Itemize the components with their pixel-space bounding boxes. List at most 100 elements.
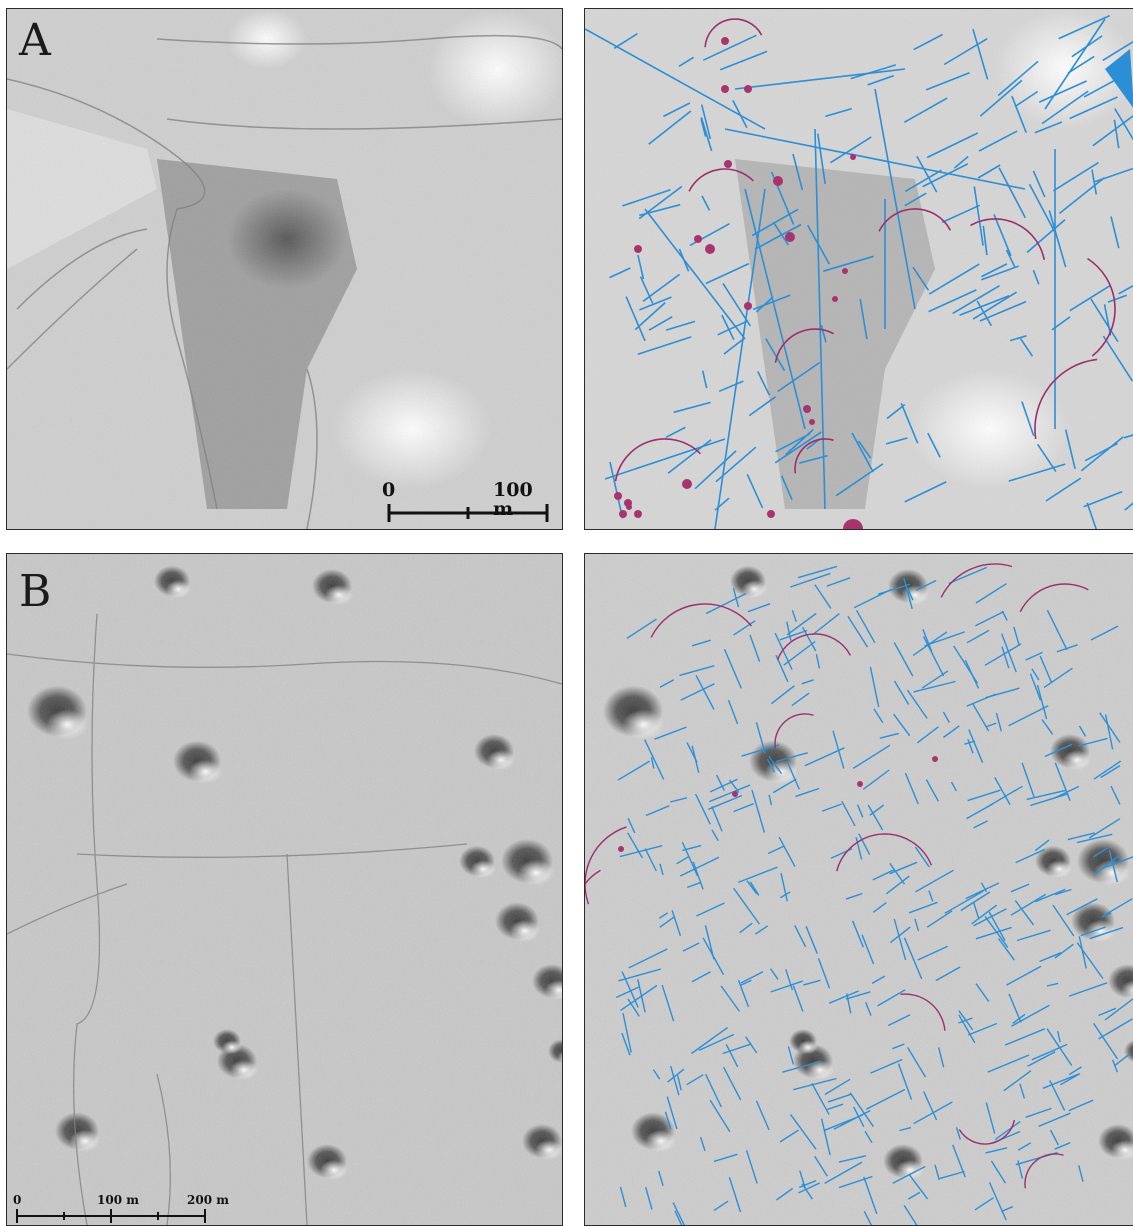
linear-feature (1044, 743, 1073, 758)
point-feature (618, 846, 624, 852)
linear-feature (814, 128, 826, 510)
linear-feature (1046, 982, 1059, 987)
point-feature (724, 160, 732, 168)
linear-feature (885, 875, 910, 895)
curved-feature (878, 208, 952, 232)
linear-feature (1021, 762, 1035, 798)
linear-feature (928, 890, 934, 902)
linear-feature (732, 100, 748, 129)
linear-feature (1001, 646, 1010, 669)
linear-feature (701, 195, 711, 211)
linear-feature (943, 38, 988, 66)
point-feature (857, 781, 863, 787)
linear-feature (986, 722, 997, 728)
linear-feature (835, 463, 884, 497)
linear-feature (615, 986, 639, 999)
linear-feature (752, 294, 791, 311)
linear-feature (827, 1093, 852, 1103)
linear-feature (665, 320, 696, 331)
linear-feature (1059, 176, 1105, 215)
linear-feature (838, 1175, 873, 1189)
linear-feature (719, 50, 768, 71)
linear-feature (856, 804, 864, 818)
linear-feature (863, 1176, 878, 1215)
linear-feature (1001, 610, 1008, 621)
linear-feature (995, 712, 1003, 732)
linear-feature (772, 221, 790, 246)
linear-feature (679, 665, 715, 677)
linear-feature (855, 609, 876, 644)
linear-feature (1009, 335, 1027, 342)
linear-feature (720, 985, 740, 1012)
linear-feature (713, 1153, 738, 1163)
linear-feature (741, 744, 780, 757)
linear-feature (790, 1114, 817, 1150)
linear-feature (725, 1043, 739, 1068)
linear-feature (846, 993, 852, 1014)
linear-feature (960, 891, 991, 912)
linear-feature (966, 629, 990, 644)
scale-label-start: 0 (382, 479, 396, 501)
linear-feature (755, 1100, 770, 1131)
linear-feature (975, 583, 1007, 604)
curved-feature (614, 438, 701, 482)
linear-feature (785, 969, 794, 991)
linear-feature (744, 188, 806, 430)
linear-feature (644, 208, 746, 340)
linear-feature (779, 891, 791, 899)
linear-feature (832, 730, 845, 769)
linear-feature (770, 980, 803, 993)
linear-feature (1028, 183, 1057, 235)
linear-feature (1113, 1053, 1130, 1067)
linear-feature (663, 102, 691, 118)
linear-feature (1041, 90, 1089, 125)
linear-feature (666, 1096, 678, 1130)
linear-feature (786, 621, 792, 641)
linear-feature (779, 1129, 799, 1143)
linear-feature (977, 164, 1001, 179)
linear-feature (791, 610, 797, 622)
linear-feature (864, 1130, 873, 1144)
linear-feature (833, 1109, 871, 1130)
linear-feature (1080, 436, 1124, 472)
linear-feature (698, 1033, 735, 1052)
point-feature (767, 510, 775, 518)
linear-feature (708, 794, 743, 810)
linear-feature (955, 1127, 961, 1140)
linear-feature (1114, 108, 1133, 141)
point-feature (705, 244, 715, 254)
linear-feature (792, 985, 804, 1012)
linear-feature (1113, 119, 1120, 149)
linear-feature (1045, 477, 1082, 502)
linear-feature (754, 223, 802, 250)
linear-feature (1059, 1072, 1081, 1086)
linear-feature (691, 639, 711, 647)
linear-feature (1092, 847, 1108, 858)
linear-feature (1110, 785, 1121, 805)
linear-feature (978, 130, 1018, 152)
linear-feature (609, 267, 631, 279)
linear-feature (892, 1043, 905, 1050)
point-feature (744, 302, 752, 310)
linear-feature (713, 1200, 729, 1211)
linear-feature (971, 904, 998, 925)
linear-feature (644, 848, 657, 872)
linear-feature (1102, 335, 1133, 382)
linear-feature (904, 772, 919, 805)
linear-feature (1107, 294, 1127, 303)
linear-feature (1123, 434, 1133, 439)
linear-feature (939, 1170, 965, 1180)
linear-feature (1069, 284, 1112, 312)
point-feature (626, 504, 632, 510)
linear-feature (849, 1092, 874, 1127)
linear-feature (877, 989, 906, 1007)
linear-feature (702, 34, 757, 61)
linear-feature (1101, 912, 1112, 918)
linear-feature (691, 971, 711, 983)
linear-feature (889, 861, 918, 875)
linear-feature (959, 294, 1010, 317)
linear-feature (770, 685, 795, 705)
linear-feature (672, 1202, 685, 1225)
linear-feature (1038, 80, 1087, 103)
linear-feature (1057, 1030, 1061, 1043)
